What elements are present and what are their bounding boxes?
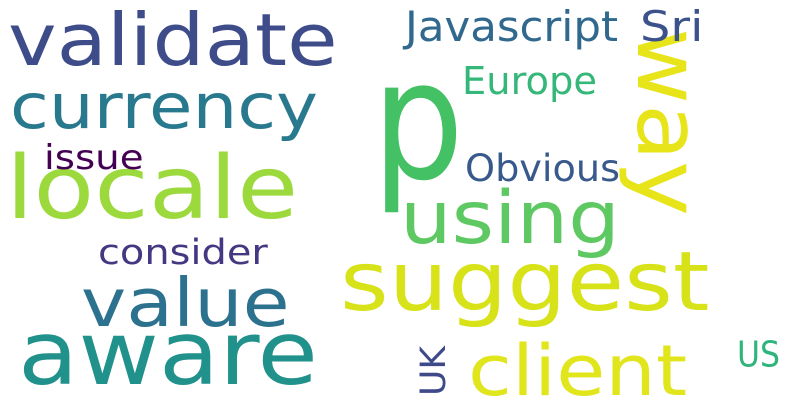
word-uk: UK bbox=[414, 346, 454, 396]
word-obvious: Obvious bbox=[465, 147, 620, 190]
word-europe: Europe bbox=[462, 59, 597, 103]
word-sri: Sri bbox=[640, 2, 704, 51]
word-client: client bbox=[468, 330, 688, 400]
word-way: way bbox=[617, 28, 720, 216]
word-currency: currency bbox=[10, 70, 318, 143]
word-suggest: suggest bbox=[340, 235, 710, 330]
word-javascript: Javascript bbox=[405, 2, 618, 51]
word-validate: validate bbox=[8, 0, 338, 82]
word-locale: locale bbox=[6, 137, 299, 239]
word-p: p bbox=[372, 25, 464, 218]
word-using: using bbox=[400, 176, 620, 261]
word-consider: consider bbox=[98, 233, 268, 273]
word-value: value bbox=[81, 264, 290, 342]
word-aware: aware bbox=[18, 302, 318, 400]
word-us: US bbox=[737, 334, 780, 376]
word-issue: issue bbox=[44, 138, 144, 178]
